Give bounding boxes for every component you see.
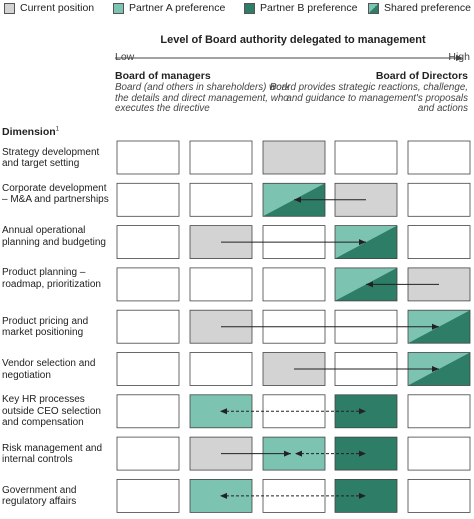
disagreement-arrowhead (220, 408, 227, 415)
grid-cell-empty (407, 478, 471, 513)
scale-title: Level of Board authority delegated to ma… (160, 34, 426, 46)
grid-cell-empty (407, 182, 471, 217)
grid-cell-empty (116, 267, 180, 302)
grid-cell-empty (116, 182, 180, 217)
dimension-label: Key HR processes outside CEO selection a… (2, 394, 101, 429)
dimension-header: Dimension1 (2, 126, 59, 138)
legend: Current position Partner A preference Pa… (4, 1, 472, 15)
dimension-label: Risk management and internal controls (2, 442, 103, 466)
grid-cell-current (262, 140, 326, 175)
grid-cell-partner_b (334, 478, 398, 513)
grid-cell-empty (116, 436, 180, 471)
grid-cell-empty (189, 140, 253, 175)
grid-cell-empty (262, 267, 326, 302)
legend-partner-b: Partner B preference (244, 1, 357, 15)
scale-low-label: Low (115, 51, 135, 63)
grid-cell-partner_b (334, 394, 398, 429)
dimension-header-text: Dimension (2, 126, 56, 138)
current-swatch (4, 2, 15, 14)
dimension-label: Product planning – roadmap, prioritizati… (2, 267, 101, 290)
grid-cell-empty (116, 478, 180, 513)
board-of-managers-title: Board of managers (115, 70, 211, 82)
shared-swatch (368, 2, 379, 14)
dimension-label: Vendor selection and negotiation (2, 358, 96, 381)
grid-cell-partner_b (334, 436, 398, 471)
grid-cells (116, 140, 471, 513)
legend-partner-a-label: Partner A preference (129, 2, 226, 14)
grid-cell-empty (407, 140, 471, 175)
grid-cell-empty (189, 267, 253, 302)
legend-shared-label: Shared preference (384, 2, 471, 14)
scale-axis-arrowhead (456, 55, 463, 61)
grid-cell-empty (407, 436, 471, 471)
grid-cell-empty (116, 309, 180, 344)
legend-current: Current position (4, 1, 94, 15)
legend-current-label: Current position (20, 2, 95, 14)
dimension-label: Annual operational planning and budgetin… (2, 225, 106, 248)
grid-cell-empty (334, 140, 398, 175)
dimension-footnote: 1 (55, 126, 60, 133)
partner-b-swatch (244, 2, 255, 14)
disagreement-arrowhead (220, 492, 227, 499)
grid-cell-empty (407, 225, 471, 260)
dimension-label: Corporate development – M&A and partners… (2, 182, 109, 206)
grid-cell-empty (116, 352, 180, 386)
grid-cell-empty (116, 394, 180, 429)
grid-cell-empty (189, 182, 253, 217)
board-of-directors-title: Board of Directors (375, 70, 468, 82)
disagreement-arrowhead (295, 450, 302, 457)
grid-cell-empty (407, 394, 471, 429)
dimension-label: Product pricing and market positioning (2, 315, 89, 339)
partner-a-swatch (113, 2, 124, 14)
legend-partner-a: Partner A preference (113, 1, 225, 15)
dimension-label: Government and regulatory affairs (2, 484, 77, 508)
legend-shared: Shared preference (368, 1, 471, 15)
grid-cell-empty (116, 225, 180, 260)
dimension-label: Strategy development and target setting (2, 146, 100, 170)
board-of-directors-desc: Board provides strategic reactions, chal… (269, 82, 468, 114)
legend-partner-b-label: Partner B preference (260, 2, 358, 14)
grid-cell-empty (189, 352, 253, 386)
grid-arrows (220, 196, 439, 499)
grid-cell-empty (116, 140, 180, 175)
board-of-managers-desc: Board (and others in shareholders) work … (115, 82, 290, 114)
